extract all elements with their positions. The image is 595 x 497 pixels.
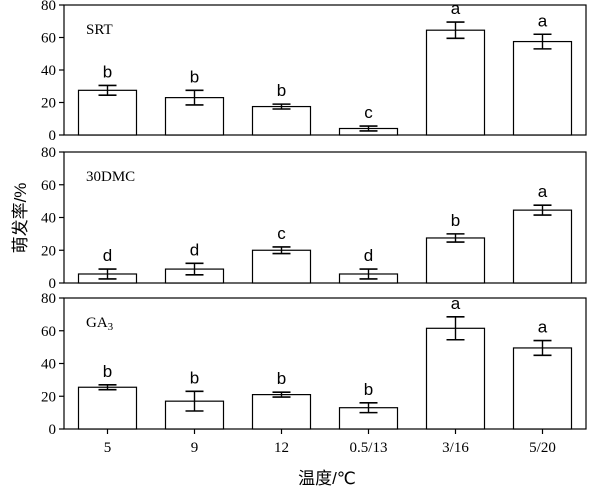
significance-letter: a: [538, 318, 548, 337]
y-tick-label: 40: [41, 63, 56, 79]
y-tick-label: 80: [41, 145, 56, 161]
significance-letter: a: [451, 294, 461, 313]
x-tick-label: 9: [191, 440, 199, 456]
bar: [425, 29, 486, 136]
y-tick-label: 60: [41, 31, 56, 47]
significance-letter: b: [103, 362, 112, 381]
panel-frame: [63, 4, 587, 136]
y-tick-label: 60: [41, 324, 56, 340]
y-tick-label: 40: [41, 211, 56, 227]
panel-label: 30DMC: [86, 169, 135, 185]
significance-letter: b: [277, 369, 286, 388]
significance-letter: c: [277, 224, 286, 243]
significance-letter: b: [103, 62, 112, 81]
significance-letter: d: [103, 246, 112, 265]
significance-letter: c: [364, 103, 373, 122]
x-tick-label: 3/16: [442, 440, 469, 456]
significance-letter: b: [364, 380, 373, 399]
significance-letter: a: [538, 182, 548, 201]
x-tick-label: 12: [274, 440, 289, 456]
y-tick-label: 40: [41, 357, 56, 373]
panel-label: GA3: [86, 315, 114, 333]
panel-frame: [63, 297, 587, 430]
bar: [425, 237, 486, 284]
y-tick-label: 60: [41, 178, 56, 194]
panel-1: 0 20 40 60 80 SRT b b b c a a: [41, 0, 587, 144]
y-tick-label: 0: [49, 128, 57, 144]
x-tick-label: 5/20: [529, 440, 556, 456]
panel-label: SRT: [86, 22, 113, 38]
panel-3: 0 20 40 60 80 GA3 b b b b a a 5 9 12 0.5/13 3/16 5/20: [41, 291, 587, 456]
significance-letter: b: [277, 81, 286, 100]
y-tick-label: 20: [41, 243, 56, 259]
bar: [251, 105, 312, 136]
bar: [251, 249, 312, 284]
y-tick-label: 0: [49, 422, 57, 438]
y-tick-label: 80: [41, 291, 56, 307]
y-tick-label: 0: [49, 276, 57, 292]
bar: [512, 347, 573, 430]
bar: [77, 89, 138, 136]
bar: [425, 327, 486, 430]
bar: [512, 209, 573, 284]
significance-letter: d: [190, 240, 199, 259]
y-tick-label: 20: [41, 96, 56, 112]
panel-2: 0 20 40 60 80 30DMC d d c d b a: [41, 145, 587, 292]
x-tick-label: 5: [104, 440, 112, 456]
bar: [77, 386, 138, 430]
bar: [512, 40, 573, 136]
y-tick-label: 20: [41, 389, 56, 405]
bar: [251, 394, 312, 430]
significance-letter: d: [364, 246, 373, 265]
significance-letter: b: [190, 67, 199, 86]
panel-frame: [63, 151, 587, 284]
significance-letter: a: [538, 11, 548, 30]
significance-letter: b: [190, 368, 199, 387]
y-axis-label: 萌发率/%: [11, 183, 30, 254]
y-tick-label: 80: [41, 0, 56, 14]
significance-letter: a: [451, 0, 461, 18]
x-tick-label: 0.5/13: [350, 440, 388, 456]
significance-letter: b: [451, 211, 460, 230]
x-axis-label: 温度/℃: [298, 469, 356, 488]
